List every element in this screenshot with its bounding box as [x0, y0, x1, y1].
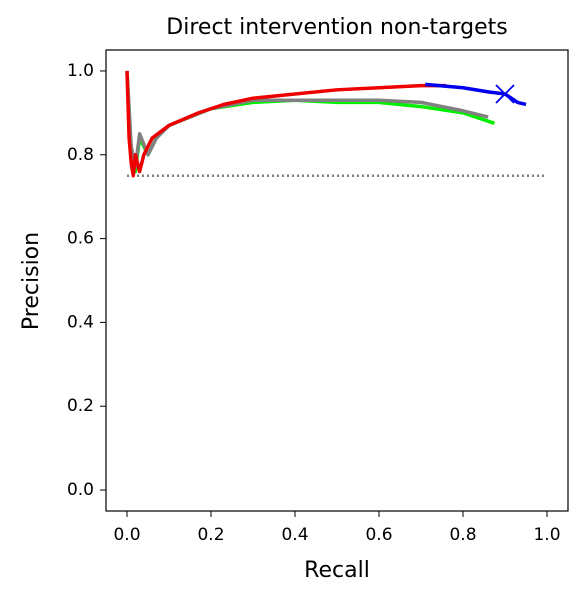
pr-curve — [125, 70, 447, 178]
x-tick-label: 0.0 — [113, 525, 140, 545]
x-tick-label: 0.2 — [197, 525, 224, 545]
y-tick-label: 0.6 — [67, 229, 94, 249]
y-tick-label: 0.4 — [67, 312, 94, 332]
y-tick-label: 0.2 — [67, 396, 94, 416]
y-tick-label: 0.0 — [67, 480, 94, 500]
marker-stroke — [495, 84, 515, 104]
y-axis-label: Precision — [19, 232, 44, 330]
x-axis-label: Recall — [304, 558, 370, 583]
x-tick-label: 1.0 — [533, 525, 560, 545]
chart-title: Direct intervention non-targets — [166, 15, 507, 40]
marker — [495, 84, 515, 104]
x-tick-label: 0.4 — [281, 525, 308, 545]
y-tick-label: 1.0 — [67, 61, 94, 81]
x-tick-label: 0.8 — [449, 525, 476, 545]
y-tick-label: 0.8 — [67, 145, 94, 165]
plot-frame — [105, 49, 569, 512]
pr-curve — [425, 82, 527, 107]
x-tick-label: 0.6 — [365, 525, 392, 545]
